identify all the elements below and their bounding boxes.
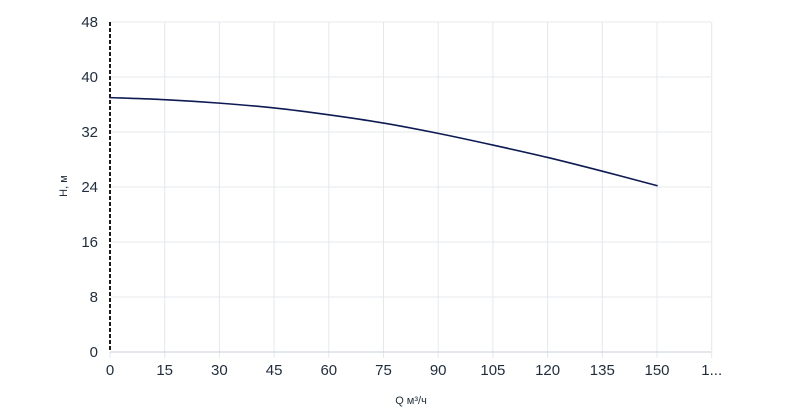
y-tick-label: 16 [81, 234, 98, 251]
grid [110, 21, 713, 352]
x-tick-label: 60 [320, 362, 337, 379]
y-tick-label: 24 [81, 179, 98, 196]
y-tick-label: 8 [90, 289, 98, 306]
x-tick-label: 120 [535, 362, 560, 379]
axes [109, 22, 713, 358]
x-tick-label: 75 [375, 362, 392, 379]
x-tick-label: 0 [106, 362, 114, 379]
x-tick-label: 45 [266, 362, 283, 379]
x-tick-label: 30 [211, 362, 228, 379]
y-tick-label: 40 [81, 69, 98, 86]
tick-labels: 0 8 16 24 32 40 48 0 15 30 45 60 75 90 105 120 135 150 1..… [81, 14, 722, 379]
x-tick-label: 135 [590, 362, 615, 379]
x-axis-title: Q м³/ч [395, 395, 427, 407]
x-tick-label: 90 [430, 362, 447, 379]
series-layer [109, 96, 658, 187]
x-tick-label: 1... [701, 362, 722, 379]
y-tick-label: 48 [81, 14, 98, 31]
series-line-0 [109, 96, 658, 187]
y-tick-label: 0 [90, 344, 98, 361]
y-tick-label: 32 [81, 124, 98, 141]
x-tick-label: 15 [156, 362, 173, 379]
x-tick-label: 105 [480, 362, 505, 379]
x-tick-label: 150 [644, 362, 669, 379]
y-axis-title: H, м [58, 175, 70, 197]
